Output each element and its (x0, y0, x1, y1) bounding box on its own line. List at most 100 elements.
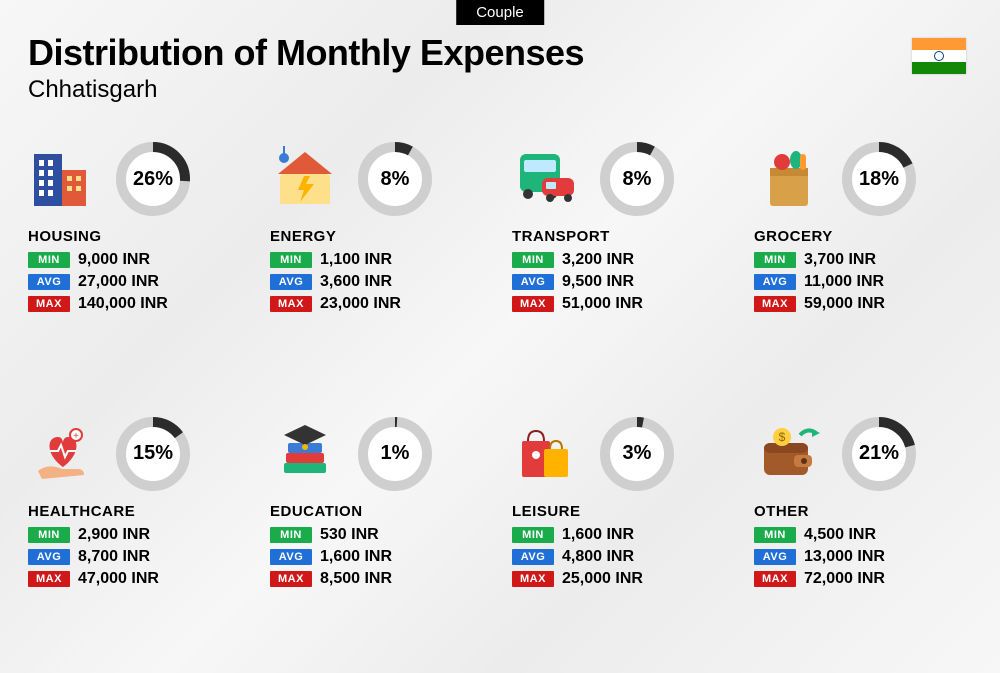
max-value: 47,000 INR (78, 570, 159, 588)
max-chip: MAX (512, 571, 554, 587)
min-value: 3,200 INR (562, 251, 634, 269)
avg-row: AVG 4,800 INR (512, 548, 730, 566)
avg-value: 1,600 INR (320, 548, 392, 566)
category-card-energy: 8% ENERGY MIN 1,100 INR AVG 3,600 INR MA… (270, 140, 488, 375)
max-value: 59,000 INR (804, 295, 885, 313)
percent-donut: 15% (114, 415, 192, 493)
avg-chip: AVG (512, 274, 554, 290)
avg-row: AVG 11,000 INR (754, 273, 972, 291)
min-chip: MIN (28, 527, 70, 543)
min-row: MIN 530 INR (270, 526, 488, 544)
min-value: 2,900 INR (78, 526, 150, 544)
percent-donut: 21% (840, 415, 918, 493)
min-chip: MIN (754, 252, 796, 268)
avg-value: 13,000 INR (804, 548, 885, 566)
category-card-transport: 8% TRANSPORT MIN 3,200 INR AVG 9,500 INR… (512, 140, 730, 375)
page-title: Distribution of Monthly Expenses (28, 32, 584, 74)
max-value: 23,000 INR (320, 295, 401, 313)
max-row: MAX 8,500 INR (270, 570, 488, 588)
min-chip: MIN (512, 252, 554, 268)
wallet-arrow-icon: $ (754, 419, 824, 489)
min-row: MIN 3,200 INR (512, 251, 730, 269)
min-row: MIN 2,900 INR (28, 526, 246, 544)
percent-label: 8% (356, 140, 434, 218)
percent-label: 8% (598, 140, 676, 218)
min-chip: MIN (754, 527, 796, 543)
avg-value: 27,000 INR (78, 273, 159, 291)
max-chip: MAX (512, 296, 554, 312)
percent-label: 15% (114, 415, 192, 493)
max-row: MAX 47,000 INR (28, 570, 246, 588)
flag-chakra-icon (934, 51, 944, 61)
avg-row: AVG 13,000 INR (754, 548, 972, 566)
avg-chip: AVG (270, 549, 312, 565)
category-card-housing: 26% HOUSING MIN 9,000 INR AVG 27,000 INR… (28, 140, 246, 375)
min-row: MIN 1,100 INR (270, 251, 488, 269)
avg-chip: AVG (28, 549, 70, 565)
buildings-icon (28, 144, 98, 214)
max-value: 51,000 INR (562, 295, 643, 313)
max-chip: MAX (270, 571, 312, 587)
min-row: MIN 4,500 INR (754, 526, 972, 544)
header: Distribution of Monthly Expenses Chhatis… (28, 32, 584, 104)
max-value: 25,000 INR (562, 570, 643, 588)
category-name: EDUCATION (270, 503, 488, 520)
category-card-grocery: 18% GROCERY MIN 3,700 INR AVG 11,000 INR… (754, 140, 972, 375)
avg-row: AVG 8,700 INR (28, 548, 246, 566)
avg-chip: AVG (28, 274, 70, 290)
shopping-bags-icon (512, 419, 582, 489)
category-name: GROCERY (754, 228, 972, 245)
avg-chip: AVG (270, 274, 312, 290)
min-value: 9,000 INR (78, 251, 150, 269)
percent-donut: 26% (114, 140, 192, 218)
flag-green (912, 62, 966, 74)
percent-donut: 8% (356, 140, 434, 218)
percent-label: 18% (840, 140, 918, 218)
min-row: MIN 1,600 INR (512, 526, 730, 544)
percent-label: 3% (598, 415, 676, 493)
svg-text:+: + (73, 431, 79, 442)
category-card-leisure: 3% LEISURE MIN 1,600 INR AVG 4,800 INR M… (512, 415, 730, 650)
avg-value: 8,700 INR (78, 548, 150, 566)
india-flag-icon (912, 38, 966, 74)
max-row: MAX 25,000 INR (512, 570, 730, 588)
avg-value: 11,000 INR (804, 273, 884, 291)
bus-car-icon (512, 144, 582, 214)
max-chip: MAX (270, 296, 312, 312)
percent-label: 1% (356, 415, 434, 493)
category-name: HEALTHCARE (28, 503, 246, 520)
max-chip: MAX (754, 571, 796, 587)
category-name: TRANSPORT (512, 228, 730, 245)
avg-value: 9,500 INR (562, 273, 634, 291)
min-chip: MIN (270, 252, 312, 268)
max-value: 72,000 INR (804, 570, 885, 588)
max-row: MAX 51,000 INR (512, 295, 730, 313)
max-value: 140,000 INR (78, 295, 168, 313)
avg-row: AVG 1,600 INR (270, 548, 488, 566)
min-chip: MIN (512, 527, 554, 543)
books-cap-icon (270, 419, 340, 489)
min-value: 1,100 INR (320, 251, 392, 269)
min-value: 1,600 INR (562, 526, 634, 544)
min-value: 4,500 INR (804, 526, 876, 544)
max-chip: MAX (28, 296, 70, 312)
percent-label: 26% (114, 140, 192, 218)
avg-row: AVG 9,500 INR (512, 273, 730, 291)
max-chip: MAX (754, 296, 796, 312)
svg-text:$: $ (779, 430, 786, 444)
heart-hand-icon: + (28, 419, 98, 489)
max-chip: MAX (28, 571, 70, 587)
avg-chip: AVG (512, 549, 554, 565)
avg-row: AVG 27,000 INR (28, 273, 246, 291)
avg-chip: AVG (754, 274, 796, 290)
max-row: MAX 140,000 INR (28, 295, 246, 313)
max-row: MAX 72,000 INR (754, 570, 972, 588)
grocery-bag-icon (754, 144, 824, 214)
percent-donut: 18% (840, 140, 918, 218)
max-row: MAX 23,000 INR (270, 295, 488, 313)
avg-value: 4,800 INR (562, 548, 634, 566)
category-card-other: $ 21% OTHER MIN 4,500 INR AVG 13,000 INR… (754, 415, 972, 650)
min-chip: MIN (28, 252, 70, 268)
min-row: MIN 3,700 INR (754, 251, 972, 269)
percent-label: 21% (840, 415, 918, 493)
